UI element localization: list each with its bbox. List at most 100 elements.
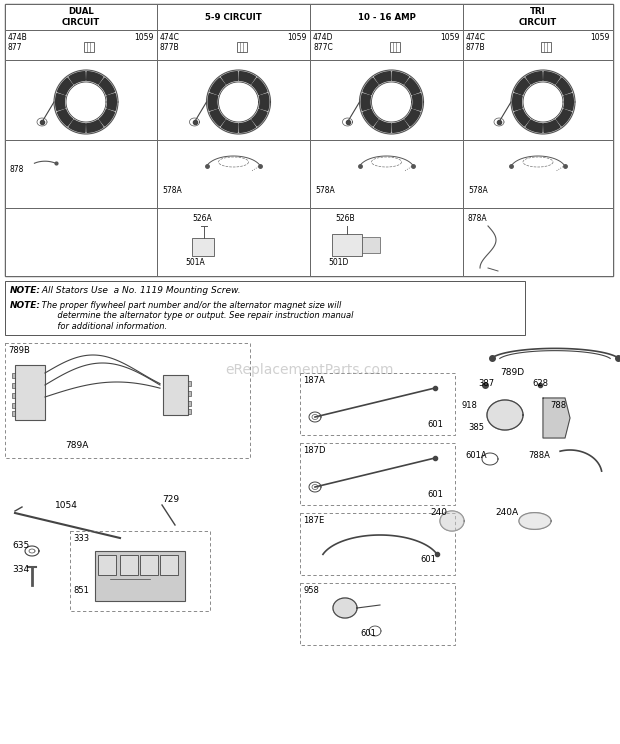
Bar [310, 30, 463, 60]
Text: 10 - 16 AMP: 10 - 16 AMP [358, 13, 415, 22]
Bar [163, 375, 188, 415]
Bar [15, 365, 45, 420]
Polygon shape [221, 120, 237, 132]
Polygon shape [374, 120, 391, 132]
Polygon shape [487, 400, 523, 430]
Text: 578A: 578A [162, 186, 182, 195]
Text: 385: 385 [468, 423, 484, 432]
Polygon shape [513, 94, 522, 110]
Polygon shape [405, 78, 420, 94]
Text: 878A: 878A [468, 214, 487, 223]
Polygon shape [87, 71, 103, 84]
Text: 601: 601 [360, 629, 376, 638]
Text: 1059: 1059 [288, 33, 307, 42]
Bar [362, 237, 380, 253]
Text: eReplacementParts.com: eReplacementParts.com [226, 363, 394, 377]
Polygon shape [556, 78, 572, 94]
Polygon shape [87, 120, 103, 132]
Bar [463, 4, 613, 30]
Polygon shape [99, 78, 115, 94]
Bar [332, 234, 362, 256]
Polygon shape [392, 120, 409, 132]
Bar [5, 60, 157, 140]
Polygon shape [210, 78, 225, 94]
Polygon shape [221, 71, 237, 84]
Bar [188, 409, 191, 414]
Polygon shape [361, 94, 371, 110]
Bar [463, 140, 613, 208]
Polygon shape [206, 70, 270, 134]
Text: TRI
CIRCUIT: TRI CIRCUIT [519, 7, 557, 27]
Bar [120, 555, 138, 575]
Text: NOTE:: NOTE: [10, 286, 41, 295]
Bar [310, 140, 463, 208]
Text: 958: 958 [303, 586, 319, 595]
Bar [5, 140, 157, 208]
Polygon shape [58, 109, 73, 126]
Text: 501D: 501D [328, 258, 348, 267]
Bar [157, 30, 310, 60]
Text: 474C: 474C [466, 33, 486, 42]
Bar [300, 583, 455, 645]
Bar [5, 281, 525, 335]
Bar [5, 4, 157, 30]
Bar [98, 555, 116, 575]
Polygon shape [69, 120, 86, 132]
Bar [188, 391, 191, 396]
Polygon shape [556, 109, 572, 126]
Text: 628: 628 [532, 379, 548, 388]
Bar [188, 401, 191, 406]
Polygon shape [54, 70, 118, 134]
Polygon shape [544, 120, 560, 132]
Text: 601: 601 [427, 420, 443, 429]
Polygon shape [208, 94, 218, 110]
Text: 240A: 240A [495, 508, 518, 517]
Polygon shape [259, 94, 269, 110]
Polygon shape [239, 71, 255, 84]
Text: 240: 240 [430, 508, 447, 517]
Polygon shape [544, 71, 560, 84]
Text: 877C: 877C [313, 43, 333, 52]
Bar [300, 513, 455, 575]
Polygon shape [526, 71, 542, 84]
Text: 788: 788 [550, 401, 566, 410]
Text: 334: 334 [12, 565, 29, 574]
Polygon shape [511, 70, 575, 134]
Text: 387: 387 [478, 379, 494, 388]
Text: 474C: 474C [160, 33, 180, 42]
Bar [310, 208, 463, 276]
Text: 501A: 501A [185, 258, 205, 267]
Text: 918: 918 [462, 401, 478, 410]
Text: 789B: 789B [8, 346, 30, 355]
Polygon shape [333, 598, 357, 618]
Bar [236, 42, 247, 52]
Bar [12, 373, 15, 378]
Text: 788A: 788A [528, 451, 550, 460]
Bar [5, 30, 157, 60]
Text: 601: 601 [420, 555, 436, 564]
Bar [12, 411, 15, 416]
Text: 474B: 474B [8, 33, 28, 42]
Polygon shape [374, 71, 391, 84]
Polygon shape [526, 120, 542, 132]
Polygon shape [405, 109, 420, 126]
Polygon shape [252, 109, 267, 126]
Polygon shape [218, 82, 259, 122]
Bar [310, 4, 463, 30]
Text: 877: 877 [8, 43, 22, 52]
Polygon shape [519, 513, 551, 529]
Text: 187E: 187E [303, 516, 324, 525]
Polygon shape [360, 70, 423, 134]
Polygon shape [363, 109, 378, 126]
Polygon shape [69, 71, 86, 84]
Bar [300, 443, 455, 505]
Bar [157, 60, 310, 140]
Polygon shape [210, 109, 225, 126]
Text: 729: 729 [162, 495, 179, 504]
Text: 789A: 789A [65, 441, 89, 450]
Polygon shape [543, 398, 570, 438]
Text: 526B: 526B [335, 214, 355, 223]
Text: 5-9 CIRCUIT: 5-9 CIRCUIT [205, 13, 262, 22]
Bar [95, 551, 185, 601]
Bar [157, 140, 310, 208]
